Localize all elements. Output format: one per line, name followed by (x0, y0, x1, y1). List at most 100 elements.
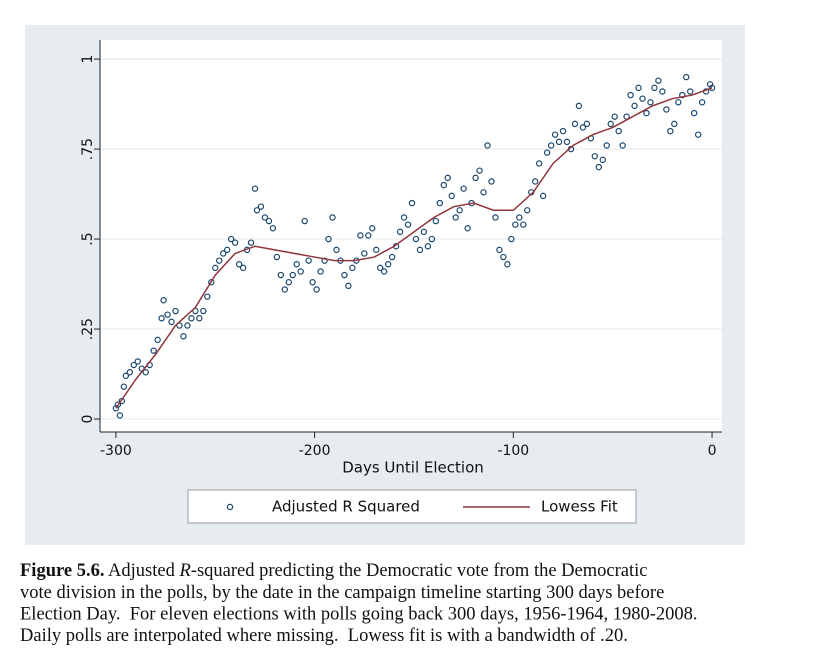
x-axis-title: Days Until Election (342, 459, 484, 477)
data-point (583, 120, 591, 128)
data-point (297, 268, 304, 275)
data-point (690, 109, 698, 117)
data-point (659, 88, 666, 95)
data-point (200, 307, 207, 315)
legend-marker (226, 503, 234, 511)
x-tick-label: 0 (708, 443, 717, 459)
data-point (293, 261, 300, 268)
data-point (361, 250, 368, 257)
data-point (114, 401, 122, 408)
caption-text: -squared predicting the Democratic vote … (191, 561, 648, 581)
data-point (551, 131, 559, 138)
data-point (516, 214, 523, 221)
data-point (647, 99, 654, 106)
data-point (671, 120, 678, 128)
data-point (563, 138, 571, 146)
data-point (655, 77, 662, 84)
data-point (543, 149, 551, 156)
data-point (180, 333, 187, 340)
data-point (235, 261, 243, 268)
data-point (663, 106, 670, 113)
data-point (643, 109, 650, 117)
data-point (265, 217, 273, 225)
data-point (448, 192, 455, 200)
data-point (667, 127, 674, 135)
data-point (376, 264, 384, 272)
data-point (160, 297, 167, 304)
data-point (611, 113, 618, 120)
data-point (188, 315, 195, 322)
data-point (444, 174, 451, 182)
data-point (635, 84, 642, 92)
data-point (512, 221, 519, 228)
data-point (313, 286, 320, 293)
data-point (484, 142, 491, 149)
data-point (247, 239, 255, 246)
data-point (373, 246, 380, 254)
y-tick-label: 0 (80, 415, 96, 424)
data-point (116, 412, 124, 419)
data-point (239, 264, 247, 272)
data-point (384, 261, 392, 268)
data-point (428, 235, 436, 243)
data-point (416, 246, 424, 254)
data-point (615, 127, 622, 135)
data-point (150, 347, 157, 354)
data-point (184, 322, 191, 329)
data-point (679, 91, 686, 99)
data-point (400, 214, 408, 221)
data-point (168, 318, 175, 326)
data-point (488, 178, 495, 185)
data-point (251, 185, 259, 192)
y-tick-label: .25 (80, 318, 96, 340)
caption-text: R (178, 561, 190, 581)
fit-line (115, 87, 713, 409)
data-point (357, 232, 364, 239)
data-point (285, 279, 292, 286)
data-point (408, 199, 416, 207)
y-tick-label: 1 (80, 55, 96, 64)
caption-line: Figure 5.6. Adjusted R-squared predictin… (20, 561, 647, 581)
data-point (619, 142, 626, 149)
data-point (369, 225, 376, 232)
legend-label: Adjusted R Squared (272, 498, 420, 516)
data-point (539, 192, 547, 200)
data-point (575, 102, 583, 110)
data-point (253, 207, 261, 214)
data-point (380, 268, 388, 275)
data-point (261, 214, 269, 221)
y-tick-label: .75 (80, 138, 96, 160)
data-point (120, 383, 128, 390)
data-point (231, 239, 239, 246)
data-point (631, 102, 638, 110)
data-point (496, 246, 503, 254)
data-point (269, 225, 277, 232)
data-point (388, 253, 396, 261)
data-point (349, 264, 356, 272)
data-point (464, 225, 471, 232)
data-point (524, 207, 531, 214)
data-point (547, 142, 555, 149)
data-point (325, 235, 332, 243)
data-point (223, 246, 231, 254)
data-point (273, 253, 281, 261)
data-point (208, 279, 215, 286)
data-point (532, 178, 539, 185)
data-point (396, 228, 404, 236)
data-point (305, 257, 312, 264)
data-point (492, 214, 499, 221)
data-point (456, 207, 463, 214)
data-point (579, 124, 587, 131)
data-point (460, 185, 467, 192)
data-point (345, 282, 352, 290)
legend-label: Lowess Fit (541, 498, 618, 516)
data-point (504, 261, 511, 268)
caption-line: Daily polls are interpolated where missi… (20, 626, 628, 646)
data-point (329, 214, 336, 221)
data-point (436, 199, 444, 207)
data-point (683, 73, 690, 81)
caption-line: vote division in the polls, by the date … (20, 583, 664, 603)
data-point (321, 257, 328, 264)
data-point (591, 153, 599, 160)
